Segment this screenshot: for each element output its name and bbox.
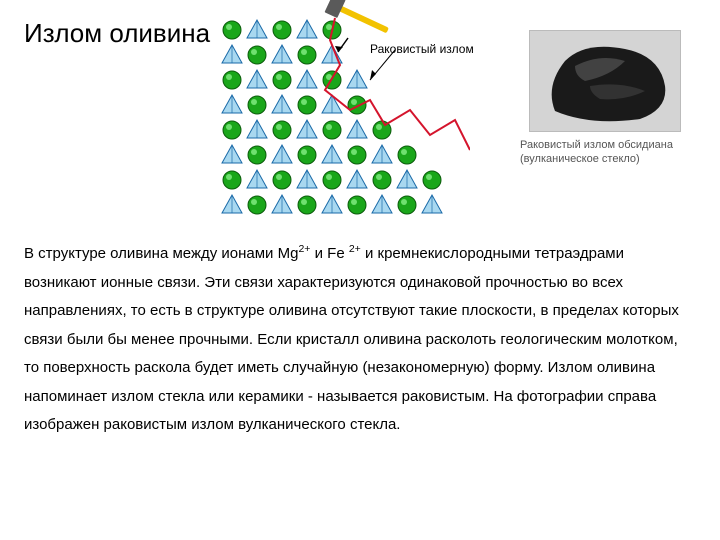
- slide: Излом оливина Раковистый излом Раковисты…: [0, 0, 720, 540]
- obsidian-photo-block: Раковистый излом обсидиана (вулканическо…: [520, 30, 690, 167]
- para-post: и кремнекислородными тетраэдрами возника…: [24, 245, 679, 433]
- para-between: и Fe: [310, 245, 348, 262]
- body-paragraph: В структуре оливина между ионами Mg2+ и …: [24, 240, 696, 440]
- para-pre: В структуре оливина между ионами Mg: [24, 245, 298, 262]
- fe-charge: 2+: [349, 243, 361, 255]
- obsidian-photo: [529, 30, 681, 132]
- photo-caption: Раковистый излом обсидиана (вулканическо…: [520, 138, 690, 167]
- mg-charge: 2+: [298, 243, 310, 255]
- page-title: Излом оливина: [24, 18, 210, 49]
- diagram-label: Раковистый излом: [370, 42, 474, 56]
